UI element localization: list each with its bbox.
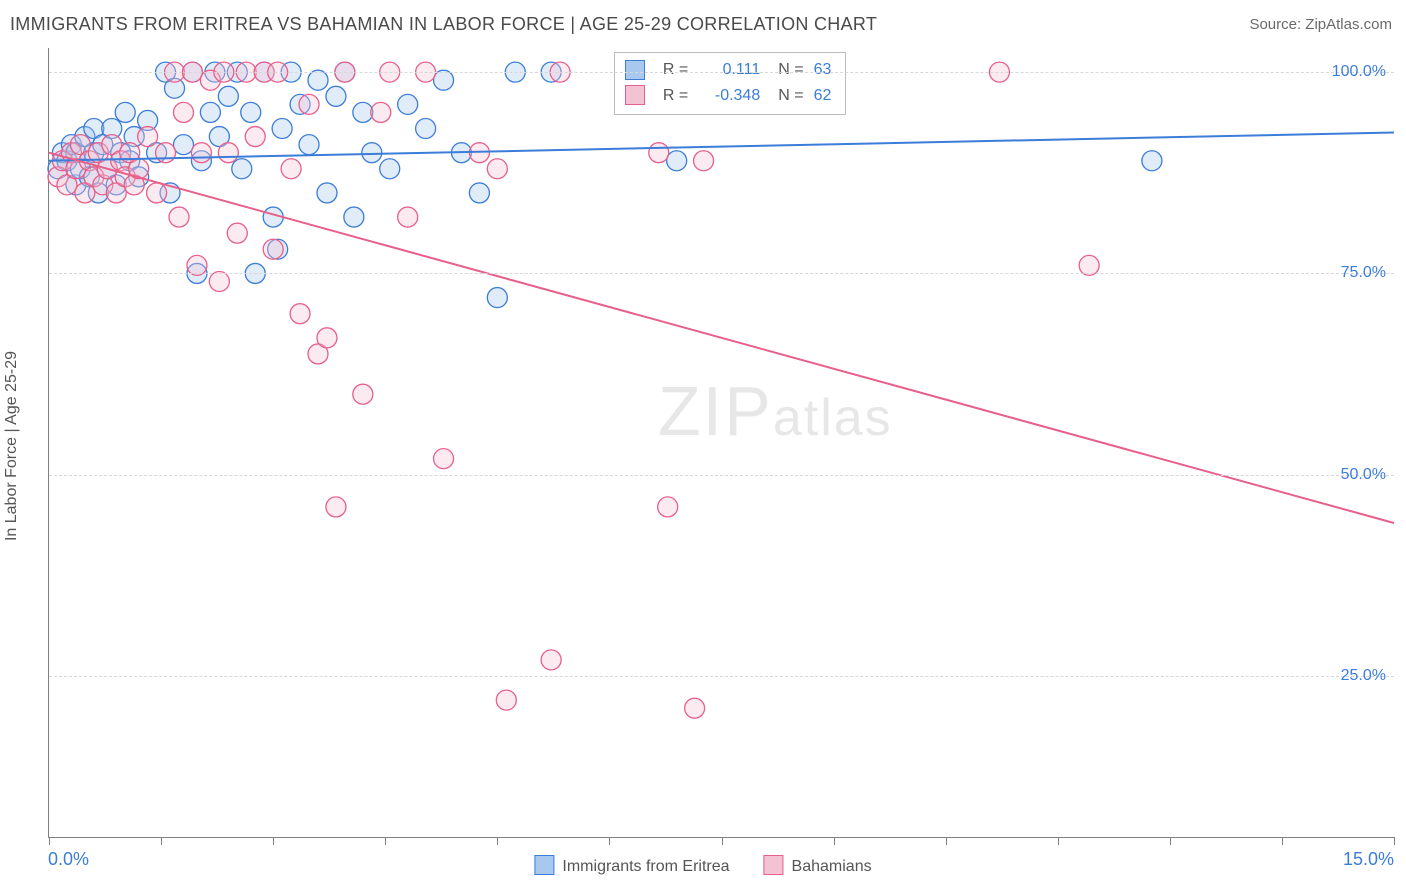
y-tick-label: 100.0%	[1332, 63, 1386, 81]
point-bahamians	[174, 102, 194, 122]
stats-row-bahamians: R = -0.348N = 62	[625, 83, 831, 109]
point-bahamians	[487, 159, 507, 179]
point-bahamians	[371, 102, 391, 122]
point-eritrea	[308, 70, 328, 90]
r-value: -0.348	[698, 83, 760, 109]
point-eritrea	[218, 86, 238, 106]
point-eritrea	[469, 183, 489, 203]
point-eritrea	[200, 102, 220, 122]
point-bahamians	[187, 255, 207, 275]
point-eritrea	[174, 135, 194, 155]
point-eritrea	[115, 102, 135, 122]
x-tick	[1170, 837, 1171, 845]
chart-title: IMMIGRANTS FROM ERITREA VS BAHAMIAN IN L…	[10, 14, 877, 35]
point-bahamians	[541, 650, 561, 670]
point-bahamians	[218, 143, 238, 163]
x-tick	[49, 837, 50, 845]
point-bahamians	[263, 239, 283, 259]
header: IMMIGRANTS FROM ERITREA VS BAHAMIAN IN L…	[0, 0, 1406, 48]
point-bahamians	[326, 497, 346, 517]
point-bahamians	[317, 328, 337, 348]
gridline	[49, 72, 1394, 73]
swatch-bahamians	[625, 85, 645, 105]
point-bahamians	[138, 127, 158, 147]
plot-area: ZIPatlas R = 0.111N = 63R = -0.348N = 62…	[48, 48, 1394, 838]
point-bahamians	[169, 207, 189, 227]
r-value: 0.111	[698, 57, 760, 83]
point-eritrea	[272, 119, 292, 139]
point-bahamians	[1079, 255, 1099, 275]
point-bahamians	[156, 143, 176, 163]
y-tick-label: 50.0%	[1341, 466, 1386, 484]
x-tick	[1394, 837, 1395, 845]
point-eritrea	[317, 183, 337, 203]
point-eritrea	[299, 135, 319, 155]
plot-container: ZIPatlas R = 0.111N = 63R = -0.348N = 62…	[48, 48, 1394, 838]
x-tick	[1282, 837, 1283, 845]
gridline	[49, 273, 1394, 274]
stats-legend: R = 0.111N = 63R = -0.348N = 62	[614, 52, 846, 115]
bottom-legend: Immigrants from Eritrea Bahamians	[534, 855, 871, 876]
x-tick	[946, 837, 947, 845]
x-tick	[834, 837, 835, 845]
x-tick	[609, 837, 610, 845]
legend-swatch	[764, 855, 784, 875]
n-value: 63	[814, 57, 832, 83]
gridline	[49, 475, 1394, 476]
y-tick-label: 75.0%	[1341, 264, 1386, 282]
x-tick	[161, 837, 162, 845]
point-eritrea	[1142, 151, 1162, 171]
x-tick	[497, 837, 498, 845]
x-axis-max-label: 15.0%	[1343, 849, 1394, 870]
legend-item: Immigrants from Eritrea	[534, 855, 729, 876]
plot-svg	[49, 48, 1394, 837]
source-label: Source: ZipAtlas.com	[1249, 16, 1392, 33]
legend-swatch	[534, 855, 554, 875]
point-eritrea	[344, 207, 364, 227]
point-bahamians	[227, 223, 247, 243]
point-bahamians	[496, 690, 516, 710]
point-bahamians	[245, 127, 265, 147]
point-bahamians	[353, 384, 373, 404]
point-bahamians	[434, 449, 454, 469]
point-eritrea	[326, 86, 346, 106]
stats-row-eritrea: R = 0.111N = 63	[625, 57, 831, 83]
point-bahamians	[694, 151, 714, 171]
point-eritrea	[434, 70, 454, 90]
gridline	[49, 676, 1394, 677]
point-eritrea	[667, 151, 687, 171]
point-eritrea	[353, 102, 373, 122]
point-eritrea	[362, 143, 382, 163]
point-bahamians	[290, 304, 310, 324]
swatch-eritrea	[625, 60, 645, 80]
point-eritrea	[380, 159, 400, 179]
point-bahamians	[147, 183, 167, 203]
point-bahamians	[209, 271, 229, 291]
point-bahamians	[658, 497, 678, 517]
point-eritrea	[487, 288, 507, 308]
point-bahamians	[685, 698, 705, 718]
n-value: 62	[814, 83, 832, 109]
x-axis-min-label: 0.0%	[48, 849, 89, 870]
legend-item: Bahamians	[764, 855, 872, 876]
y-tick-label: 25.0%	[1341, 667, 1386, 685]
trendline-bahamians	[49, 153, 1394, 523]
x-tick	[385, 837, 386, 845]
point-eritrea	[232, 159, 252, 179]
point-eritrea	[416, 119, 436, 139]
point-bahamians	[398, 207, 418, 227]
x-tick	[273, 837, 274, 845]
point-bahamians	[299, 94, 319, 114]
point-eritrea	[241, 102, 261, 122]
point-eritrea	[398, 94, 418, 114]
x-tick	[1058, 837, 1059, 845]
point-bahamians	[191, 143, 211, 163]
y-axis-label: In Labor Force | Age 25-29	[3, 351, 21, 541]
point-bahamians	[649, 143, 669, 163]
point-bahamians	[281, 159, 301, 179]
x-tick	[722, 837, 723, 845]
